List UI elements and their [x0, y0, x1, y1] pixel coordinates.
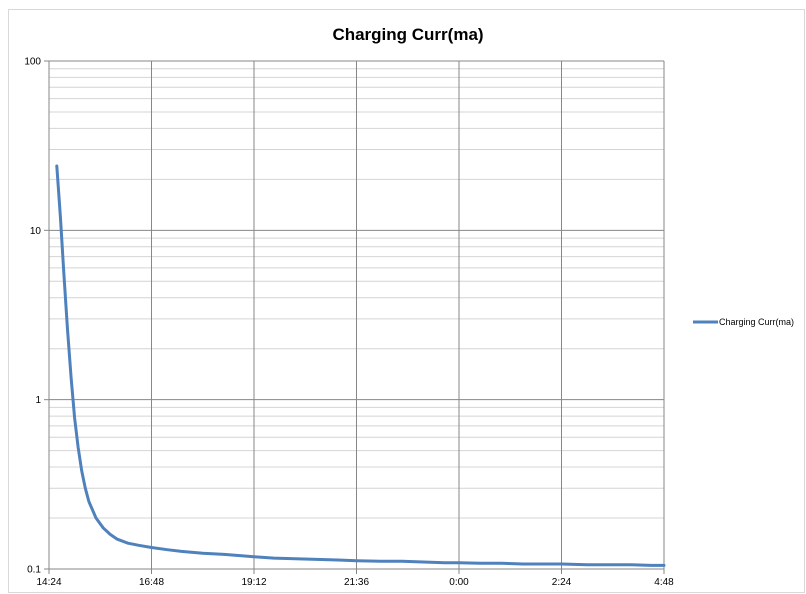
- y-tick-label: 100: [24, 57, 41, 68]
- series-line-charging-current: [55, 164, 666, 567]
- chart-title: Charging Curr(ma): [332, 25, 483, 44]
- chart-area: [8, 9, 805, 593]
- x-tick-label: 14:24: [36, 577, 61, 588]
- x-tick-label: 2:24: [552, 577, 572, 588]
- y-tick-label: 10: [30, 226, 42, 237]
- series-group: [55, 164, 666, 567]
- y-tick-label: 1: [35, 395, 41, 406]
- legend-label: Charging Curr(ma): [719, 317, 794, 327]
- axes: [44, 60, 665, 574]
- y-tick-label: 0.1: [27, 565, 41, 576]
- legend: Charging Curr(ma): [693, 317, 794, 327]
- x-tick-label: 16:48: [139, 577, 164, 588]
- y-tick-labels: 0.1 1 10 100: [24, 57, 41, 576]
- x-tick-labels: 14:24 16:48 19:12 21:36 0:00 2:24 4:48: [36, 577, 674, 588]
- x-tick-label: 4:48: [654, 577, 674, 588]
- x-tick-label: 19:12: [241, 577, 266, 588]
- x-tick-label: 21:36: [344, 577, 369, 588]
- x-tick-label: 0:00: [449, 577, 469, 588]
